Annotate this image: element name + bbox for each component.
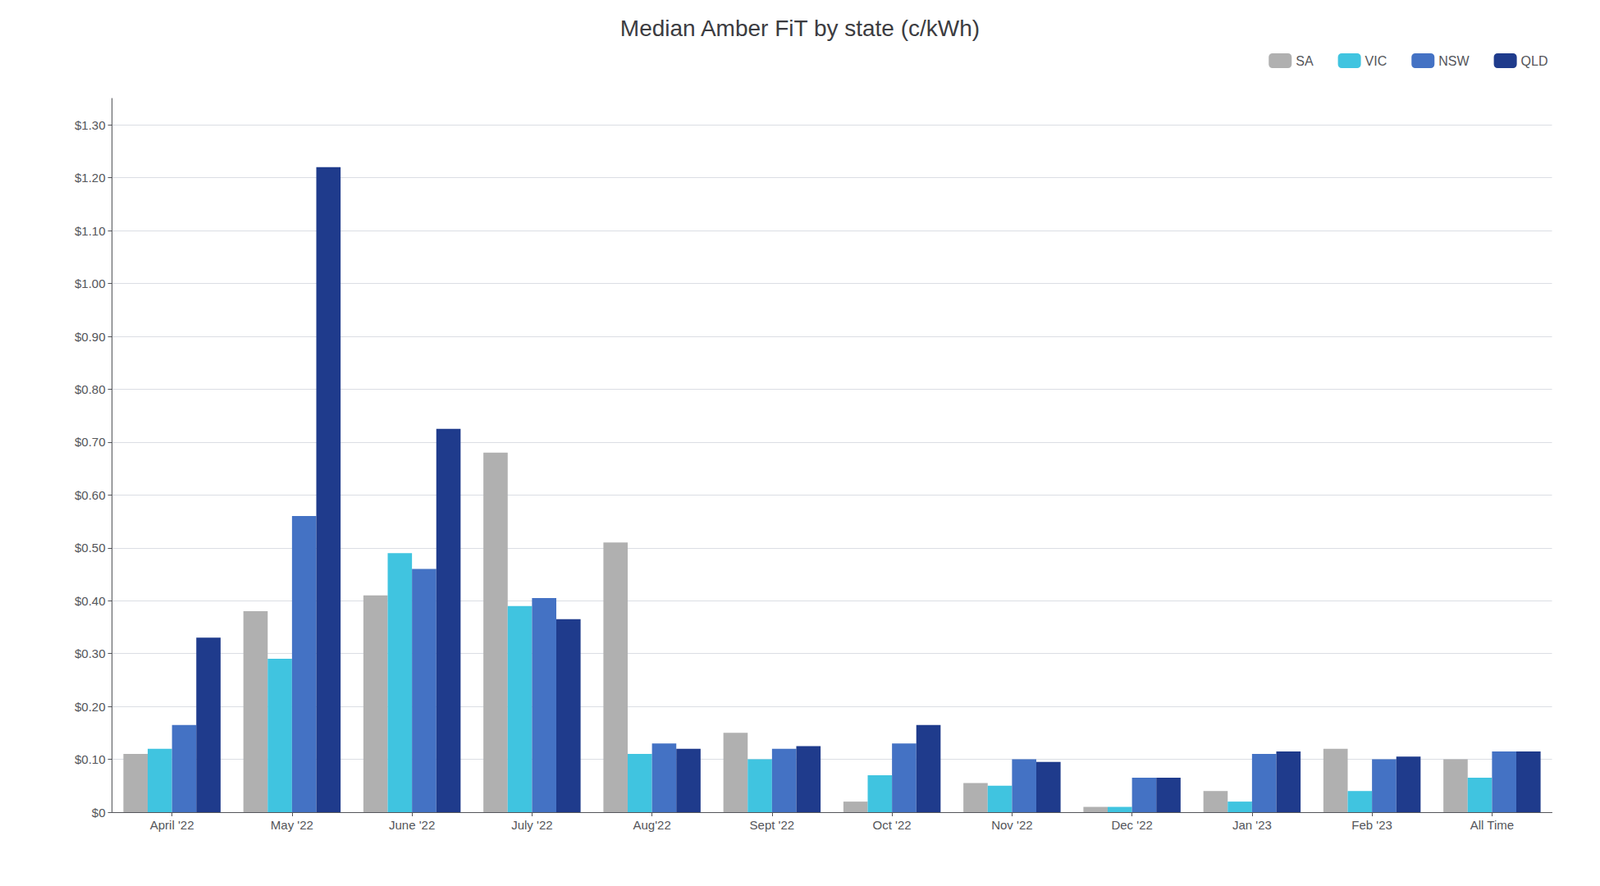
svg-text:$0.10: $0.10 xyxy=(74,752,106,767)
svg-text:$1.20: $1.20 xyxy=(74,170,106,185)
svg-text:$0.30: $0.30 xyxy=(74,646,106,661)
svg-text:Median Amber FiT by state (c/k: Median Amber FiT by state (c/kWh) xyxy=(620,15,980,42)
svg-text:$0.40: $0.40 xyxy=(74,594,106,608)
svg-text:$0.60: $0.60 xyxy=(74,488,106,503)
svg-text:$1.30: $1.30 xyxy=(74,118,106,133)
svg-text:Jan '23: Jan '23 xyxy=(1232,818,1272,832)
svg-text:Aug'22: Aug'22 xyxy=(633,818,672,832)
svg-text:$0: $0 xyxy=(91,805,106,820)
svg-text:NSW: NSW xyxy=(1438,54,1470,69)
svg-text:$1.10: $1.10 xyxy=(74,224,106,238)
svg-text:April '22: April '22 xyxy=(150,818,195,832)
svg-text:All Time: All Time xyxy=(1470,818,1514,832)
svg-text:$0.50: $0.50 xyxy=(74,540,106,555)
svg-text:QLD: QLD xyxy=(1521,54,1549,69)
svg-text:VIC: VIC xyxy=(1365,54,1388,69)
svg-text:July '22: July '22 xyxy=(511,818,553,832)
svg-text:Nov '22: Nov '22 xyxy=(991,818,1033,832)
svg-text:Feb '23: Feb '23 xyxy=(1351,818,1393,832)
svg-text:Oct '22: Oct '22 xyxy=(873,818,912,832)
svg-text:Sept '22: Sept '22 xyxy=(749,818,796,832)
svg-text:$0.90: $0.90 xyxy=(74,329,106,344)
svg-text:SA: SA xyxy=(1295,54,1314,69)
svg-text:$0.20: $0.20 xyxy=(74,699,106,714)
svg-text:May '22: May '22 xyxy=(270,818,314,832)
svg-text:Dec '22: Dec '22 xyxy=(1110,818,1152,832)
svg-text:$1.00: $1.00 xyxy=(74,276,106,291)
svg-text:June '22: June '22 xyxy=(388,818,435,832)
svg-text:$0.70: $0.70 xyxy=(74,434,106,449)
svg-text:$0.80: $0.80 xyxy=(74,382,106,397)
